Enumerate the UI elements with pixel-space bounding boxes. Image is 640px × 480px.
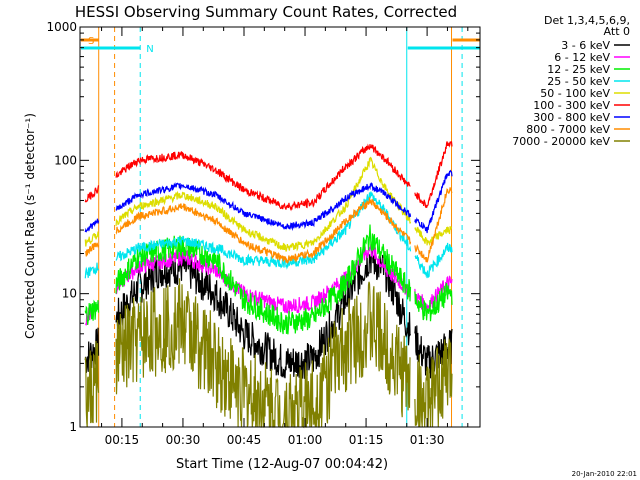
legend-item-label: 300 - 800 keV [533,111,610,124]
plot-frame [79,26,481,428]
y-tick-label: 100 [54,153,77,167]
y-tick-label: 10 [62,287,77,301]
y-tick-label: 1000 [46,20,77,34]
chart-title: HESSI Observing Summary Count Rates, Cor… [75,3,457,21]
legend-header: Att 0 [604,25,630,38]
x-axis-label: Start Time (12-Aug-07 00:04:42) [176,457,388,472]
x-tick-label: 00:45 [227,433,262,447]
legend-item-label: 6 - 12 keV [554,51,610,64]
y-axis-label: Corrected Count Rate (s⁻¹ detector⁻¹) [23,113,37,339]
legend-item-label: 25 - 50 keV [547,75,610,88]
series-line [84,187,453,264]
series-line [84,169,453,234]
legend-item-label: 800 - 7000 keV [526,123,610,136]
legend-item-label: 12 - 25 keV [547,63,610,76]
x-tick-label: 01:30 [410,433,445,447]
axes-layer: 1 10 100 1000 00:15 00:30 00:45 01:00 01:15 01:30 [46,20,481,447]
series-line [84,224,453,335]
legend-item-label: 50 - 100 keV [540,87,610,100]
legend-item-label: 7000 - 20000 keV [512,135,610,148]
x-tick-label: 01:15 [349,433,384,447]
series-line [84,141,453,212]
series-line [84,278,453,429]
x-tick-label: 00:30 [166,433,201,447]
timestamp: 20-Jan-2010 22:01 [572,470,637,478]
legend-item-label: 100 - 300 keV [533,99,610,112]
night-label: N [146,44,153,55]
x-tick-label: 00:15 [105,433,140,447]
saa-label: S [88,36,94,47]
x-tick-label: 01:00 [288,433,323,447]
legend-item-label: 3 - 6 keV [561,39,610,52]
series-layer [84,141,453,429]
y-tick-label: 1 [69,420,77,434]
legend-header: Det 1,3,4,5,6,9, [544,14,630,27]
